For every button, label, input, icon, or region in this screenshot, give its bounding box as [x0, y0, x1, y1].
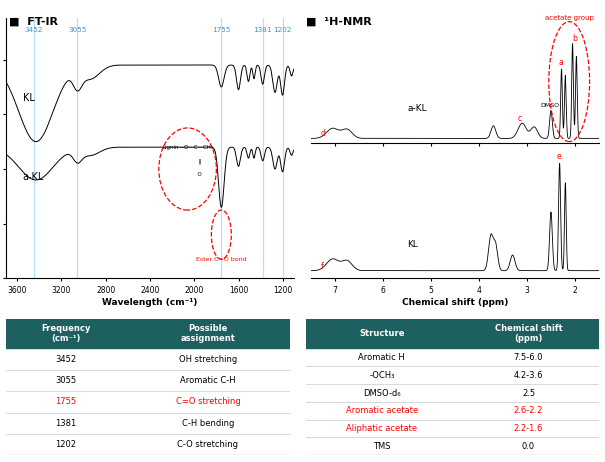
Text: C-H bending: C-H bending	[182, 419, 234, 428]
X-axis label: Chemical shift (ppm): Chemical shift (ppm)	[402, 298, 508, 307]
Text: 1381: 1381	[253, 27, 272, 33]
Text: Frequency
(cm⁻¹): Frequency (cm⁻¹)	[41, 324, 91, 343]
Text: ■  FT-IR: ■ FT-IR	[9, 16, 58, 26]
Text: 2.2-1.6: 2.2-1.6	[514, 424, 543, 433]
Text: Lignin—O—C—CH₃: Lignin—O—C—CH₃	[162, 145, 213, 150]
Text: Aliphatic acetate: Aliphatic acetate	[346, 424, 417, 433]
Text: 0.0: 0.0	[522, 442, 535, 451]
Text: b: b	[572, 34, 577, 43]
Text: C-O stretching: C-O stretching	[177, 440, 238, 449]
Text: KL: KL	[407, 240, 418, 249]
Text: d: d	[321, 129, 325, 138]
Text: C=O stretching: C=O stretching	[175, 397, 240, 407]
Text: O: O	[173, 172, 202, 177]
Text: a: a	[558, 58, 563, 67]
Text: OH stretching: OH stretching	[179, 355, 237, 364]
Text: Possible
assignment: Possible assignment	[180, 324, 235, 343]
Text: 3055: 3055	[55, 376, 76, 385]
Text: 1202: 1202	[55, 440, 76, 449]
Text: e: e	[557, 152, 561, 161]
Text: 3055: 3055	[68, 27, 87, 33]
Text: acetate group: acetate group	[544, 15, 594, 21]
Text: 4.2-3.6: 4.2-3.6	[514, 371, 543, 380]
Text: ■  ¹H-NMR: ■ ¹H-NMR	[306, 16, 371, 26]
FancyBboxPatch shape	[306, 319, 599, 349]
Text: -OCH₃: -OCH₃	[369, 371, 394, 380]
Text: a-KL: a-KL	[407, 103, 427, 113]
Text: Ester C=O bond: Ester C=O bond	[196, 257, 247, 262]
Text: TMS: TMS	[373, 442, 391, 451]
Text: 1755: 1755	[55, 397, 76, 407]
Text: 3452: 3452	[24, 27, 43, 33]
Text: Aromatic H: Aromatic H	[358, 353, 405, 362]
Text: 1202: 1202	[273, 27, 292, 33]
Text: DMSO-d₆: DMSO-d₆	[363, 389, 401, 398]
Text: f: f	[321, 261, 324, 271]
Text: Structure: Structure	[359, 329, 405, 338]
FancyBboxPatch shape	[6, 319, 290, 349]
Text: 3452: 3452	[55, 355, 76, 364]
Text: Chemical shift
(ppm): Chemical shift (ppm)	[495, 324, 563, 343]
Text: KL: KL	[22, 92, 34, 103]
Text: c: c	[517, 114, 522, 123]
X-axis label: Wavelength (cm⁻¹): Wavelength (cm⁻¹)	[102, 298, 198, 307]
Text: 1755: 1755	[212, 27, 231, 33]
Text: DMSO: DMSO	[540, 103, 560, 108]
Text: 7.5-6.0: 7.5-6.0	[514, 353, 543, 362]
Text: ‖: ‖	[174, 158, 201, 164]
Text: Aromatic acetate: Aromatic acetate	[345, 406, 418, 415]
Text: a-KL: a-KL	[22, 172, 44, 182]
Text: 2.5: 2.5	[522, 389, 535, 398]
Text: 2.6-2.2: 2.6-2.2	[514, 406, 543, 415]
Text: Aromatic C-H: Aromatic C-H	[180, 376, 236, 385]
Text: 1381: 1381	[55, 419, 76, 428]
